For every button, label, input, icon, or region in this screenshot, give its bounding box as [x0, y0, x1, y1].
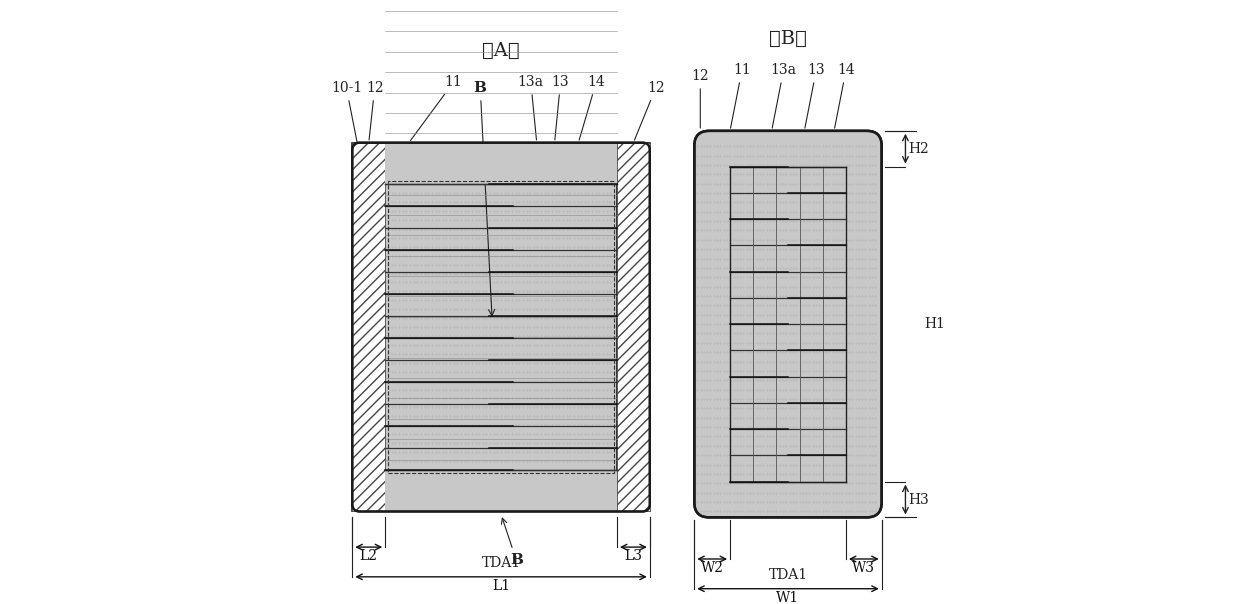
Text: L1: L1 — [492, 579, 510, 593]
Text: 13a: 13a — [770, 63, 796, 128]
Text: （A）: （A） — [482, 42, 520, 59]
Bar — [386, 143, 618, 184]
Text: TDA1: TDA1 — [769, 568, 807, 582]
Text: 12: 12 — [692, 69, 709, 128]
Bar — [352, 143, 386, 512]
Text: 12: 12 — [366, 81, 383, 140]
Text: L3: L3 — [625, 549, 642, 563]
Text: 11: 11 — [730, 63, 750, 128]
Bar — [352, 143, 386, 512]
Text: W2: W2 — [701, 561, 724, 575]
Text: B: B — [474, 81, 495, 316]
Text: B: B — [510, 553, 523, 567]
Text: H2: H2 — [908, 142, 929, 156]
Text: 14: 14 — [835, 63, 854, 128]
Text: 13: 13 — [552, 76, 569, 140]
FancyBboxPatch shape — [694, 131, 882, 518]
Text: TDA1: TDA1 — [481, 556, 521, 570]
Text: H3: H3 — [908, 492, 929, 507]
Text: 13: 13 — [805, 63, 825, 128]
Text: 12: 12 — [635, 81, 665, 140]
Text: 13a: 13a — [518, 76, 544, 140]
Text: L2: L2 — [360, 549, 378, 563]
FancyBboxPatch shape — [352, 143, 650, 512]
Text: W1: W1 — [776, 591, 800, 604]
Bar — [618, 143, 650, 512]
Text: （B）: （B） — [769, 30, 807, 48]
Text: W3: W3 — [852, 561, 875, 575]
Bar — [618, 143, 650, 512]
Text: H1: H1 — [925, 317, 946, 331]
Text: 14: 14 — [579, 76, 605, 140]
Text: 11: 11 — [410, 76, 463, 141]
Text: 10-1: 10-1 — [331, 81, 362, 146]
Bar — [386, 470, 618, 512]
